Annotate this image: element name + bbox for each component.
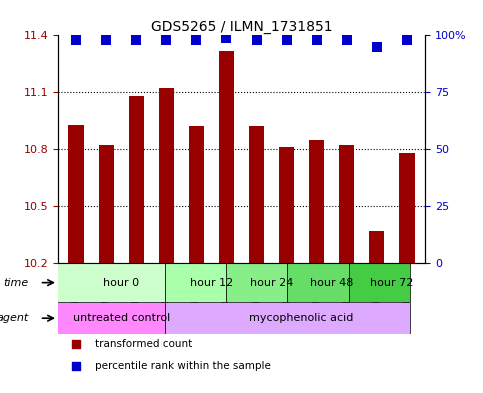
Bar (128, 96, 144, 263)
Point (343, 37, 351, 43)
FancyBboxPatch shape (287, 263, 349, 302)
FancyBboxPatch shape (165, 263, 226, 302)
Point (72, 341, 80, 347)
FancyBboxPatch shape (165, 302, 410, 334)
Point (313, 37, 321, 43)
Text: mycophenolic acid: mycophenolic acid (250, 313, 354, 323)
Bar (219, 51, 234, 263)
Text: hour 12: hour 12 (190, 277, 233, 288)
Text: agent: agent (0, 313, 28, 323)
FancyBboxPatch shape (226, 263, 287, 302)
Point (193, 37, 200, 43)
Text: hour 72: hour 72 (370, 277, 413, 288)
Text: time: time (3, 277, 28, 288)
Text: hour 48: hour 48 (310, 277, 354, 288)
Point (102, 37, 110, 43)
FancyBboxPatch shape (349, 263, 410, 302)
Point (373, 44, 381, 50)
Bar (279, 147, 294, 263)
Bar (369, 231, 384, 263)
Text: hour 24: hour 24 (250, 277, 293, 288)
Point (403, 37, 411, 43)
Bar (69, 125, 84, 263)
FancyBboxPatch shape (43, 263, 165, 302)
FancyBboxPatch shape (43, 302, 165, 334)
Bar (189, 127, 204, 263)
Bar (159, 88, 174, 263)
Text: percentile rank within the sample: percentile rank within the sample (95, 360, 270, 371)
Bar (249, 127, 264, 263)
Text: hour 0: hour 0 (103, 277, 139, 288)
Bar (99, 145, 114, 263)
Text: transformed count: transformed count (95, 339, 192, 349)
Point (72, 37, 80, 43)
Point (72, 362, 80, 369)
Point (253, 37, 260, 43)
Text: untreated control: untreated control (72, 313, 170, 323)
Point (132, 37, 140, 43)
Bar (399, 153, 414, 263)
Point (162, 37, 170, 43)
Bar (309, 140, 324, 263)
Point (223, 35, 230, 41)
Point (283, 37, 290, 43)
Title: GDS5265 / ILMN_1731851: GDS5265 / ILMN_1731851 (151, 20, 332, 34)
Bar (339, 145, 355, 263)
